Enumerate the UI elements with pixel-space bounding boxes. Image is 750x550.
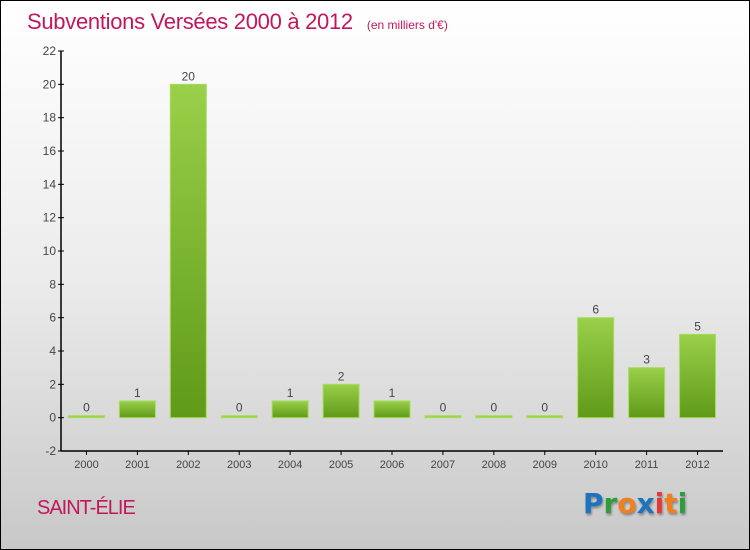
y-tick-label: 2	[49, 377, 56, 391]
x-tick-label: 2009	[533, 459, 557, 471]
bar-2004	[271, 400, 309, 419]
x-tick-label: 2011	[635, 459, 659, 471]
data-label: 0	[236, 401, 243, 415]
x-tick-label: 2000	[74, 459, 98, 471]
bar-2007	[424, 415, 462, 419]
y-tick-label: 0	[49, 411, 56, 425]
data-label: 1	[287, 386, 294, 400]
logo-letter: i	[677, 487, 688, 520]
data-label: 0	[541, 401, 548, 415]
x-tick-label: 2002	[176, 459, 200, 471]
bar-2011	[628, 367, 666, 419]
bar-2001	[118, 400, 156, 419]
x-tick-label: 2003	[227, 459, 251, 471]
bar-2009	[526, 415, 564, 419]
data-label: 5	[694, 319, 701, 333]
y-tick-label: 4	[49, 344, 56, 358]
bar-2008	[475, 415, 513, 419]
commune-name: SAINT-ÉLIE	[37, 497, 136, 519]
logo-letter: i	[654, 487, 665, 520]
bar-2010	[577, 317, 615, 419]
data-label: 2	[338, 369, 345, 383]
y-tick-label: 12	[43, 211, 57, 225]
logo-letter: r	[603, 487, 618, 520]
logo-letter: P	[583, 487, 604, 520]
y-tick-label: -2	[45, 444, 56, 458]
y-tick-label: 22	[43, 44, 57, 58]
x-tick-label: 2001	[125, 459, 149, 471]
data-label: 0	[491, 401, 498, 415]
logo-letter: t	[664, 487, 678, 520]
x-tick-label: 2012	[685, 459, 709, 471]
y-tick-label: 6	[49, 311, 56, 325]
data-label: 0	[83, 401, 90, 415]
x-tick-label: 2005	[329, 459, 353, 471]
bar-2005	[322, 383, 360, 419]
data-label: 6	[592, 303, 599, 317]
x-tick-label: 2007	[431, 459, 455, 471]
data-label: 3	[643, 353, 650, 367]
bar-2006	[373, 400, 411, 419]
bar-2000	[67, 415, 105, 419]
data-label: 20	[182, 69, 196, 83]
logo-letter: o	[617, 487, 637, 520]
x-tick-label: 2010	[583, 459, 607, 471]
y-tick-label: 8	[49, 277, 56, 291]
bar-2003	[220, 415, 258, 419]
chart-header: Subventions Versées 2000 à 2012 (en mill…	[27, 9, 448, 35]
x-tick-label: 2008	[482, 459, 506, 471]
data-label: 1	[134, 386, 141, 400]
x-tick-label: 2006	[380, 459, 404, 471]
data-label: 0	[440, 401, 447, 415]
x-tick-label: 2004	[278, 459, 302, 471]
y-tick-label: 14	[43, 177, 57, 191]
data-label: 1	[389, 386, 396, 400]
y-tick-label: 18	[43, 111, 57, 125]
y-tick-label: 16	[43, 144, 57, 158]
y-tick-label: 20	[43, 77, 57, 91]
proxiti-logo: Proxiti	[583, 487, 687, 520]
bar-2012	[679, 333, 717, 419]
y-tick-label: 10	[43, 244, 57, 258]
unit-label: (en milliers d'€)	[366, 18, 448, 32]
logo-letter: x	[636, 487, 655, 520]
bar-2002	[169, 83, 207, 419]
chart-title: Subventions Versées 2000 à 2012	[27, 9, 353, 34]
